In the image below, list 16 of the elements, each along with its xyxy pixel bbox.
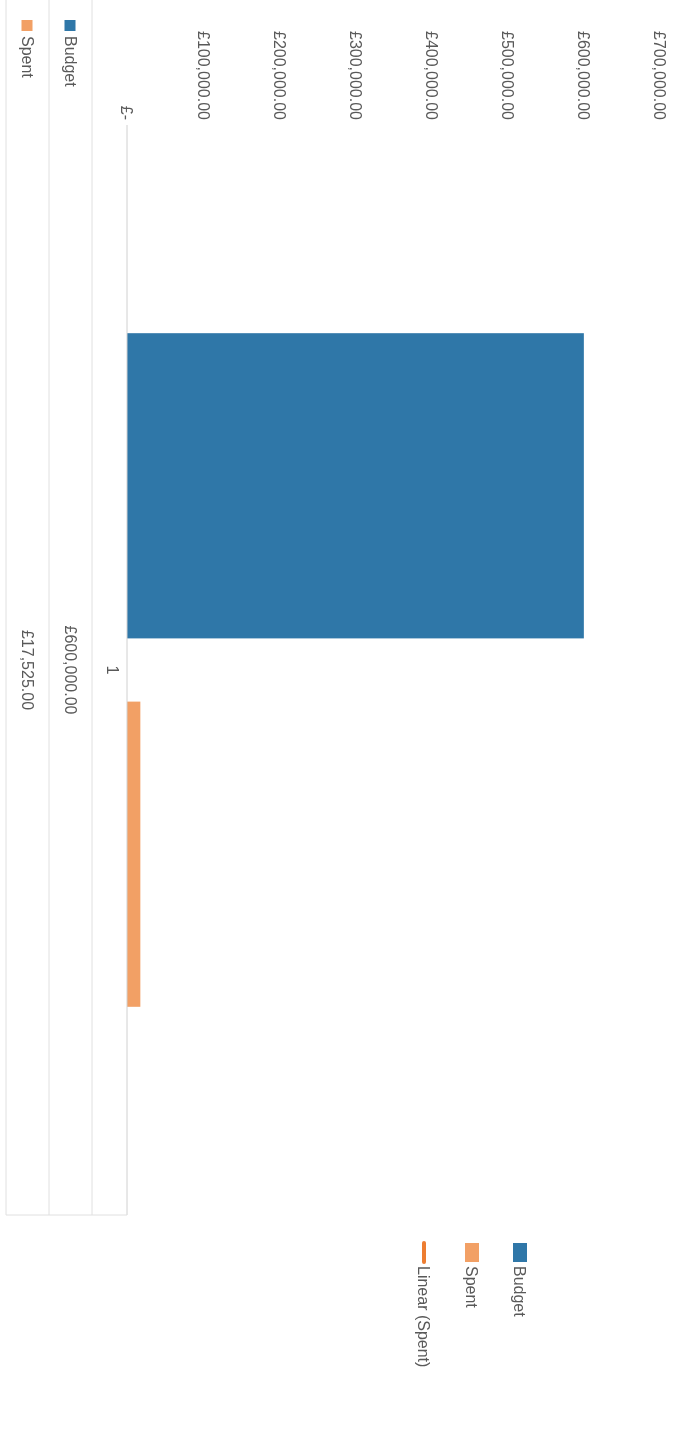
text: Budget	[511, 1266, 529, 1317]
x-tick-label: £400,000.00	[422, 31, 440, 121]
legend-label: Linear (Spent)	[415, 1266, 433, 1368]
x-tick-label: £300,000.00	[346, 31, 364, 121]
y-tick-label: 1	[104, 665, 122, 675]
text: Spent	[18, 36, 36, 78]
text: £600,000.00	[61, 625, 79, 715]
text: £17,525.00	[18, 629, 36, 711]
x-tick-label: £-	[118, 105, 136, 120]
x-tick-label: £200,000.00	[270, 31, 288, 121]
x-tick-label: £600,000.00	[575, 31, 593, 121]
legend-label: Spent	[463, 1266, 481, 1309]
x-tick-label: £500,000.00	[499, 31, 517, 121]
x-tick-label: £100,000.00	[194, 31, 212, 121]
x-tick-label: £700,000.00	[651, 31, 669, 121]
legend-label: Budget	[61, 36, 79, 88]
